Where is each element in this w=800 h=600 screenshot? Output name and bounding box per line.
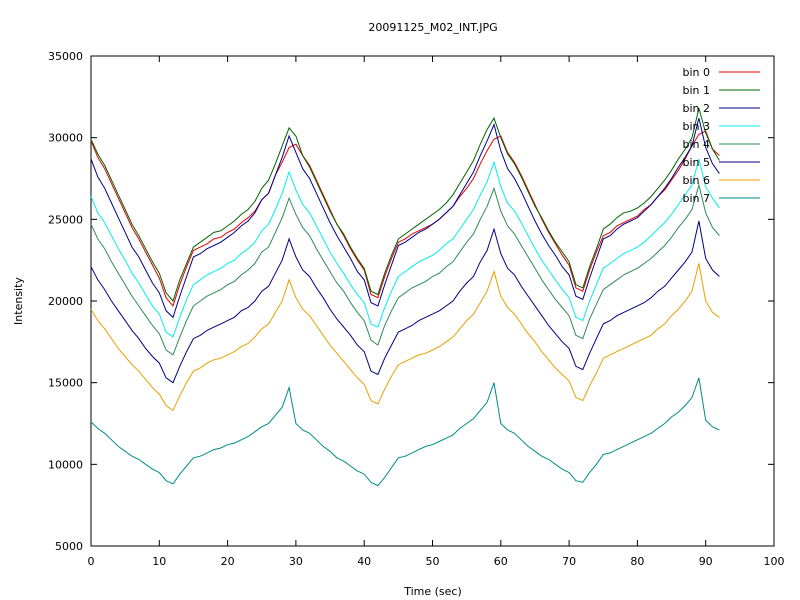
x-tick-label: 40 — [357, 555, 371, 568]
chart-title: 20091125_M02_INT.JPG — [368, 21, 497, 34]
legend-label-bin-7: bin 7 — [682, 192, 710, 205]
legend-label-bin-6: bin 6 — [682, 174, 710, 187]
y-tick-label: 20000 — [48, 295, 83, 308]
y-tick-label: 30000 — [48, 132, 83, 145]
x-tick-label: 80 — [630, 555, 644, 568]
x-tick-label: 50 — [426, 555, 440, 568]
series-line-bin-0 — [90, 130, 720, 307]
legend-label-bin-1: bin 1 — [682, 84, 710, 97]
x-tick-label: 0 — [88, 555, 95, 568]
y-tick-label: 35000 — [48, 50, 83, 63]
y-axis: 5000 10000 15000 20000 25000 30000 35000 — [48, 50, 774, 553]
x-tick-label: 100 — [764, 555, 785, 568]
x-tick-label: 20 — [221, 555, 235, 568]
series-line-bin-4 — [90, 183, 720, 356]
legend-label-bin-3: bin 3 — [682, 120, 710, 133]
x-tick-label: 90 — [699, 555, 713, 568]
y-tick-label: 15000 — [48, 377, 83, 390]
series-line-bin-7 — [90, 377, 720, 487]
legend: bin 0 bin 1 bin 2 bin 3 bin 4 bin 5 bin 6 bin 7 — [682, 66, 760, 205]
legend-label-bin-2: bin 2 — [682, 102, 710, 115]
plot-frame — [90, 55, 775, 547]
y-axis-label: Intensity — [12, 277, 25, 325]
series-line-bin-2 — [90, 117, 720, 319]
series-line-bin-3 — [90, 158, 720, 338]
series-layer — [90, 108, 720, 487]
x-tick-label: 60 — [494, 555, 508, 568]
x-axis: 0 10 20 30 40 50 60 70 80 90 100 — [88, 56, 785, 568]
x-tick-label: 30 — [289, 555, 303, 568]
series-line-bin-5 — [90, 220, 720, 384]
series-line-bin-1 — [90, 108, 720, 303]
y-tick-label: 25000 — [48, 213, 83, 226]
series-line-bin-6 — [90, 263, 720, 412]
legend-label-bin-0: bin 0 — [682, 66, 710, 79]
x-tick-label: 10 — [152, 555, 166, 568]
x-tick-label: 70 — [562, 555, 576, 568]
legend-label-bin-5: bin 5 — [682, 156, 710, 169]
legend-label-bin-4: bin 4 — [682, 138, 710, 151]
x-axis-label: Time (sec) — [403, 585, 462, 598]
y-tick-label: 5000 — [55, 540, 83, 553]
y-tick-label: 10000 — [48, 458, 83, 471]
